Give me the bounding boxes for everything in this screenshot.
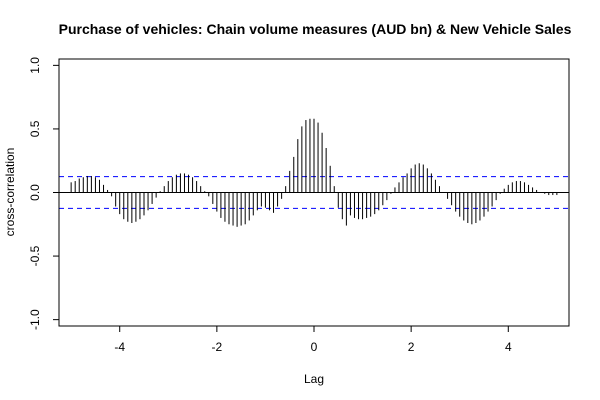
x-tick-label: 2 [408,340,415,354]
y-tick-label: 0.5 [28,120,42,137]
x-tick-label: 0 [311,340,318,354]
y-tick-label: 0.0 [28,184,42,201]
y-tick-label: 1.0 [28,57,42,74]
chart-title: Purchase of vehicles: Chain volume measu… [59,21,572,37]
x-tick-label: -4 [114,340,125,354]
x-tick-label: 4 [505,340,512,354]
x-axis-label: Lag [304,372,324,386]
bars-group [70,118,558,227]
y-axis-label: cross-correlation [3,148,17,237]
y-tick-label: -0.5 [28,245,42,266]
y-tick-label: -1.0 [28,309,42,330]
axes-group: -4 -2 0 2 4 -1.0 -0.5 0.0 0.5 1.0 [28,57,512,354]
x-tick-label: -2 [212,340,223,354]
